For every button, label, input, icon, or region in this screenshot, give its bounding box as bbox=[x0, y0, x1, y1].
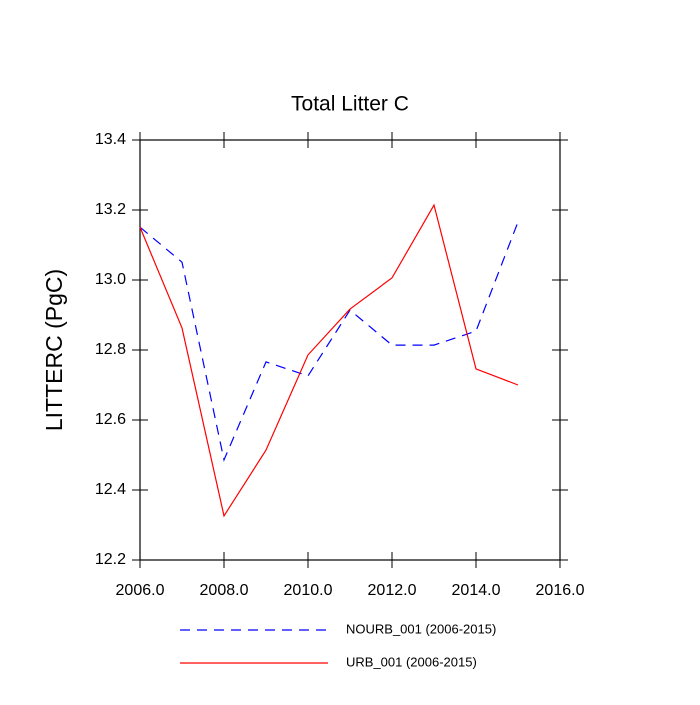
y-tick-label: 13.2 bbox=[95, 201, 126, 218]
y-tick-label: 13.0 bbox=[95, 271, 126, 288]
series-line bbox=[139, 203, 519, 518]
y-axis-label: LITTERC (PgC) bbox=[41, 269, 67, 431]
x-tick-label: 2016.0 bbox=[536, 582, 585, 599]
y-tick-label: 12.6 bbox=[95, 411, 126, 428]
x-tick-label: 2006.0 bbox=[116, 582, 165, 599]
series-line bbox=[139, 221, 519, 462]
legend-label: URB_001 (2006-2015) bbox=[346, 654, 477, 669]
x-tick-label: 2014.0 bbox=[452, 582, 501, 599]
x-tick-label: 2010.0 bbox=[284, 582, 333, 599]
y-tick-label: 12.4 bbox=[95, 481, 126, 498]
y-tick-label: 12.2 bbox=[95, 551, 126, 568]
x-tick-label: 2012.0 bbox=[368, 582, 417, 599]
y-tick-label: 12.8 bbox=[95, 341, 126, 358]
x-tick-label: 2008.0 bbox=[200, 582, 249, 599]
legend-label: NOURB_001 (2006-2015) bbox=[346, 621, 496, 636]
chart-title: Total Litter C bbox=[291, 93, 409, 116]
y-tick-label: 13.4 bbox=[95, 131, 126, 148]
